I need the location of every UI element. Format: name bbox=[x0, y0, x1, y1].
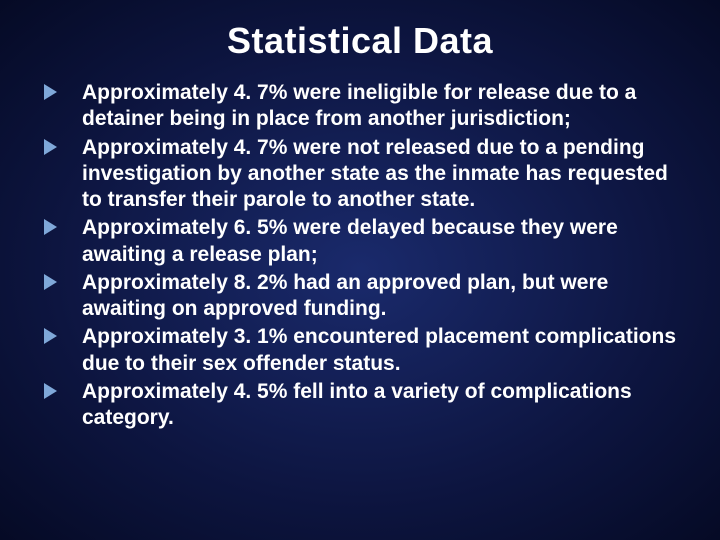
list-item: Approximately 6. 5% were delayed because… bbox=[40, 215, 690, 268]
list-item: Approximately 8. 2% had an approved plan… bbox=[40, 270, 690, 323]
triangle-bullet-icon bbox=[44, 383, 57, 399]
list-item: Approximately 4. 7% were ineligible for … bbox=[40, 80, 690, 133]
triangle-bullet-icon bbox=[44, 139, 57, 155]
list-item: Approximately 4. 5% fell into a variety … bbox=[40, 379, 690, 432]
bullet-text: Approximately 3. 1% encountered placemen… bbox=[82, 325, 676, 374]
bullet-text: Approximately 4. 7% were ineligible for … bbox=[82, 81, 636, 130]
bullet-list: Approximately 4. 7% were ineligible for … bbox=[40, 80, 690, 431]
triangle-bullet-icon bbox=[44, 219, 57, 235]
triangle-bullet-icon bbox=[44, 84, 57, 100]
slide-title: Statistical Data bbox=[30, 20, 690, 62]
bullet-text: Approximately 6. 5% were delayed because… bbox=[82, 216, 618, 265]
triangle-bullet-icon bbox=[44, 328, 57, 344]
list-item: Approximately 3. 1% encountered placemen… bbox=[40, 324, 690, 377]
triangle-bullet-icon bbox=[44, 274, 57, 290]
slide-container: Statistical Data Approximately 4. 7% wer… bbox=[0, 0, 720, 540]
bullet-text: Approximately 4. 7% were not released du… bbox=[82, 136, 668, 212]
bullet-text: Approximately 8. 2% had an approved plan… bbox=[82, 271, 608, 320]
list-item: Approximately 4. 7% were not released du… bbox=[40, 135, 690, 214]
bullet-text: Approximately 4. 5% fell into a variety … bbox=[82, 380, 632, 429]
